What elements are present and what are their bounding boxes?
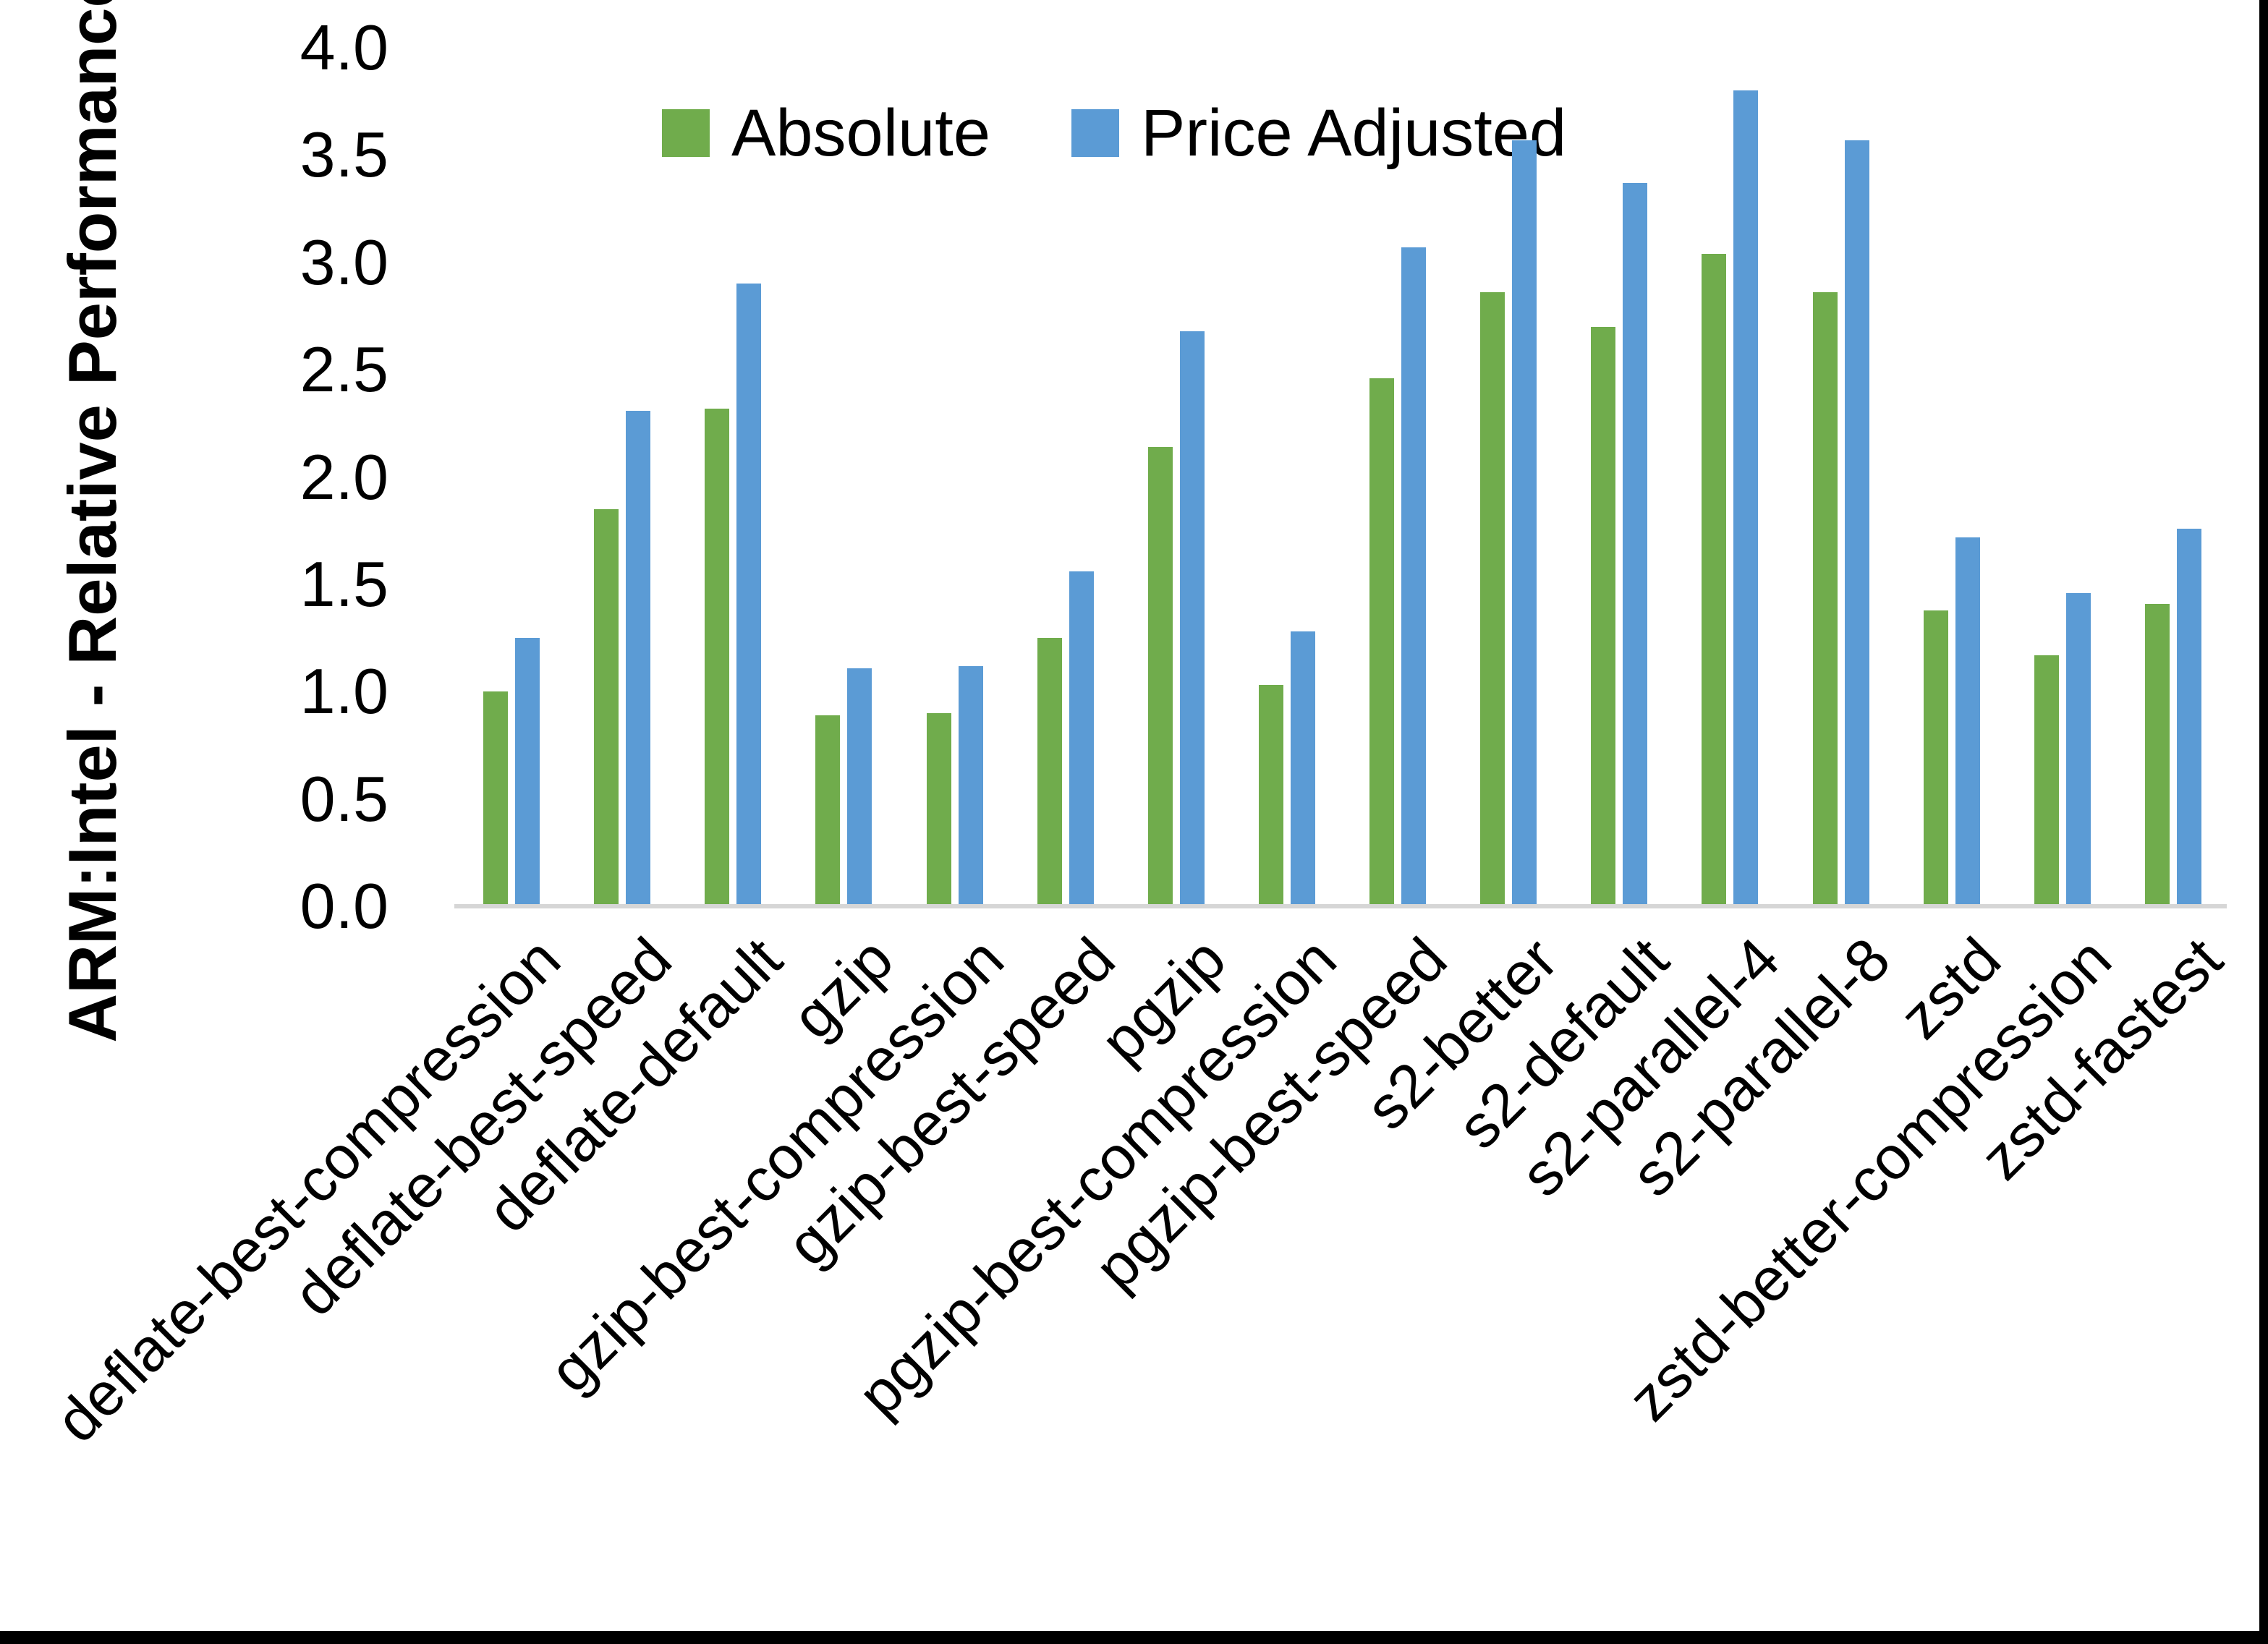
image-border-right [2259, 0, 2268, 1644]
plot-area [454, 48, 2227, 906]
bar-absolute-gzip [815, 715, 841, 906]
bar-group-gzip [786, 48, 897, 906]
bar-group-zstd [1895, 48, 2005, 906]
bar-price-adjusted-pgzip-best-speed [1401, 247, 1426, 906]
bar-price-adjusted-s2-better [1512, 140, 1537, 906]
y-tick-label: 4.0 [300, 12, 388, 83]
y-tick-label: 0.5 [300, 762, 388, 835]
bar-group-pgzip-best-speed [1341, 48, 1451, 906]
bar-group-zstd-better-compression [2005, 48, 2116, 906]
bar-group-deflate-best-speed [565, 48, 676, 906]
legend-label-absolute: Absolute [731, 96, 991, 170]
bar-group-deflate-best-compression [454, 48, 565, 906]
bar-group-zstd-fastest [2116, 48, 2227, 906]
bar-price-adjusted-gzip-best-speed [1069, 571, 1094, 906]
bar-group-s2-parallel-8 [1784, 48, 1895, 906]
bar-price-adjusted-deflate-best-compression [515, 638, 540, 906]
bar-absolute-zstd-better-compression [2034, 655, 2059, 906]
bar-price-adjusted-deflate-default [736, 284, 762, 906]
bar-group-gzip-best-speed [1008, 48, 1119, 906]
bar-price-adjusted-zstd-fastest [2176, 528, 2201, 906]
bar-absolute-gzip-best-speed [1037, 638, 1062, 906]
bar-absolute-s2-better [1480, 292, 1505, 906]
y-tick-label: 3.0 [300, 226, 388, 298]
bar-price-adjusted-gzip [847, 668, 872, 906]
bar-absolute-pgzip-best-compression [1258, 685, 1283, 906]
y-tick-label: 2.0 [300, 440, 388, 513]
bar-absolute-deflate-default [705, 408, 730, 906]
bar-price-adjusted-s2-parallel-8 [1844, 140, 1869, 906]
bar-group-deflate-default [676, 48, 786, 906]
bar-price-adjusted-pgzip [1179, 331, 1205, 906]
bar-price-adjusted-s2-default [1623, 182, 1648, 906]
bar-absolute-deflate-best-speed [594, 509, 619, 906]
y-tick-label: 1.5 [300, 548, 388, 620]
bar-group-s2-better [1451, 48, 1562, 906]
bar-price-adjusted-gzip-best-compression [958, 665, 983, 906]
bar-group-gzip-best-compression [898, 48, 1008, 906]
x-axis-line [454, 904, 2227, 908]
bar-price-adjusted-zstd-better-compression [2065, 592, 2091, 906]
bar-absolute-s2-parallel-8 [1812, 292, 1838, 906]
bar-absolute-deflate-best-compression [483, 691, 508, 906]
y-tick-label: 0.0 [300, 870, 388, 942]
legend-swatch-price-adjusted-icon [1071, 109, 1120, 157]
bar-price-adjusted-deflate-best-speed [626, 410, 651, 906]
y-tick-label: 3.5 [300, 119, 388, 191]
bar-absolute-pgzip [1147, 446, 1173, 906]
bar-group-s2-parallel-4 [1673, 48, 1783, 906]
bar-absolute-pgzip-best-speed [1369, 378, 1394, 906]
image-border-bottom [0, 1631, 2268, 1644]
bar-absolute-zstd [1923, 610, 1948, 906]
legend-item-price-adjusted: Price Adjusted [1071, 100, 1566, 166]
bar-price-adjusted-zstd [1955, 537, 1980, 906]
bar-group-s2-default [1562, 48, 1673, 906]
bar-group-pgzip-best-compression [1230, 48, 1341, 906]
bar-price-adjusted-pgzip-best-compression [1290, 631, 1315, 906]
y-tick-label: 1.0 [300, 655, 388, 728]
bar-group-pgzip [1119, 48, 1230, 906]
legend: Absolute Price Adjusted [662, 100, 1566, 166]
bar-price-adjusted-s2-parallel-4 [1733, 90, 1759, 906]
legend-item-absolute: Absolute [662, 100, 990, 166]
bar-absolute-s2-parallel-4 [1702, 253, 1727, 906]
bar-absolute-s2-default [1591, 326, 1616, 906]
y-tick-label: 2.5 [300, 333, 388, 406]
legend-label-price-adjusted: Price Adjusted [1141, 96, 1567, 170]
bar-absolute-zstd-fastest [2144, 603, 2170, 906]
legend-swatch-absolute-icon [662, 109, 710, 157]
bar-absolute-gzip-best-compression [926, 712, 951, 906]
